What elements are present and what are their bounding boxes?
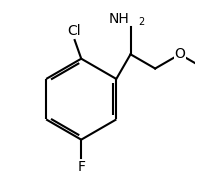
Text: F: F <box>77 160 85 174</box>
Text: Cl: Cl <box>67 24 80 38</box>
Text: O: O <box>174 47 185 61</box>
Text: NH: NH <box>109 12 129 26</box>
Text: 2: 2 <box>138 17 145 27</box>
